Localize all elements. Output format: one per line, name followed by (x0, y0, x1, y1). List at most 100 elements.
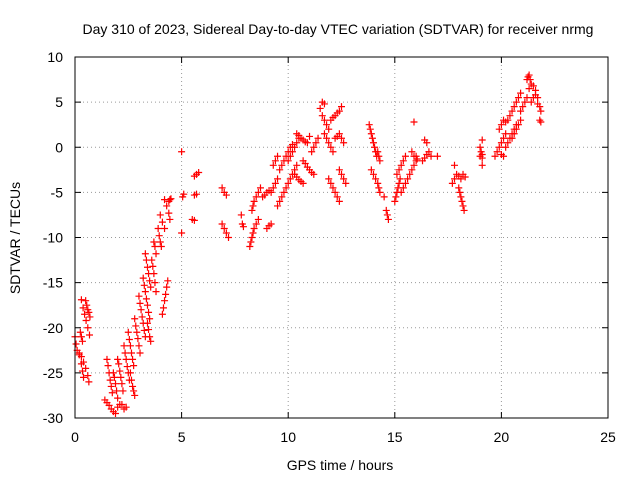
y-tick-label: -5 (51, 184, 64, 200)
data-point (286, 152, 294, 160)
x-tick-label: 0 (71, 429, 79, 445)
data-point (299, 179, 307, 187)
data-point (510, 103, 518, 111)
data-point (448, 179, 456, 187)
x-tick-label: 10 (280, 429, 296, 445)
data-point (406, 170, 414, 178)
data-point (127, 376, 135, 384)
data-point (395, 179, 403, 187)
chart-title: Day 310 of 2023, Sidereal Day-to-day VTE… (83, 21, 594, 37)
data-point (237, 211, 245, 219)
data-point (254, 215, 262, 223)
data-point (135, 342, 143, 350)
data-point (222, 229, 230, 237)
data-point (130, 362, 138, 370)
data-point (276, 197, 284, 205)
data-point (135, 292, 143, 300)
data-point (461, 173, 469, 181)
data-point (458, 197, 466, 205)
data-point (502, 143, 510, 151)
data-point (456, 188, 464, 196)
data-point (478, 154, 486, 162)
data-point (150, 238, 158, 246)
data-point (519, 103, 527, 111)
data-point (525, 85, 533, 93)
y-tick-label: -10 (43, 230, 63, 246)
data-point (523, 94, 531, 102)
data-point (145, 308, 153, 316)
data-point (278, 161, 286, 169)
data-point (325, 125, 333, 133)
data-point (109, 369, 117, 377)
data-point (124, 328, 132, 336)
data-point (127, 349, 135, 357)
data-point (117, 373, 125, 381)
data-point (506, 112, 514, 120)
data-point (195, 169, 203, 177)
data-point (366, 125, 374, 133)
data-point (113, 387, 121, 395)
data-point (159, 304, 167, 312)
data-point (140, 326, 148, 334)
data-point (163, 202, 171, 210)
data-point (118, 380, 126, 388)
data-point (220, 224, 228, 232)
data-point (249, 229, 257, 237)
data-point (380, 193, 388, 201)
data-point (133, 328, 141, 336)
data-point (116, 367, 124, 375)
data-point (338, 170, 345, 178)
data-point (84, 372, 92, 380)
data-point (413, 155, 421, 163)
data-point (155, 232, 163, 240)
data-point (150, 270, 158, 278)
data-point (368, 134, 376, 142)
data-point (459, 202, 467, 210)
data-point (335, 130, 343, 138)
data-point (157, 243, 165, 251)
y-tick-label: -30 (43, 410, 63, 426)
data-point (514, 121, 522, 129)
data-point (143, 301, 151, 309)
data-point (161, 297, 169, 305)
data-point (158, 310, 166, 318)
data-point (166, 196, 174, 204)
data-point (107, 382, 115, 390)
data-point (423, 139, 431, 147)
data-point (427, 152, 435, 160)
data-point (141, 288, 149, 296)
data-point (141, 250, 149, 258)
data-point (508, 134, 516, 142)
data-point (148, 256, 156, 264)
data-point (156, 238, 164, 246)
data-point (158, 218, 166, 226)
data-point (323, 134, 331, 142)
data-point (252, 220, 260, 228)
data-point (190, 216, 198, 224)
data-point (274, 175, 282, 183)
data-point (331, 188, 339, 196)
data-point (146, 333, 154, 341)
data-point (249, 202, 257, 210)
data-point (78, 337, 86, 345)
data-point (371, 143, 379, 151)
x-tick-label: 25 (600, 429, 616, 445)
data-point (222, 191, 230, 199)
data-point (504, 116, 512, 124)
data-point (325, 175, 333, 183)
data-point (239, 223, 247, 231)
data-point (457, 193, 465, 201)
data-point (372, 175, 380, 183)
data-point (320, 116, 328, 124)
data-point (508, 107, 516, 115)
data-point (397, 161, 405, 169)
data-point (335, 107, 343, 115)
data-point (450, 161, 458, 169)
data-point (114, 394, 122, 402)
data-point (164, 277, 172, 285)
data-point (293, 139, 301, 147)
data-point (329, 148, 337, 156)
data-point (504, 139, 512, 147)
data-point (395, 166, 403, 174)
data-point (146, 315, 154, 323)
